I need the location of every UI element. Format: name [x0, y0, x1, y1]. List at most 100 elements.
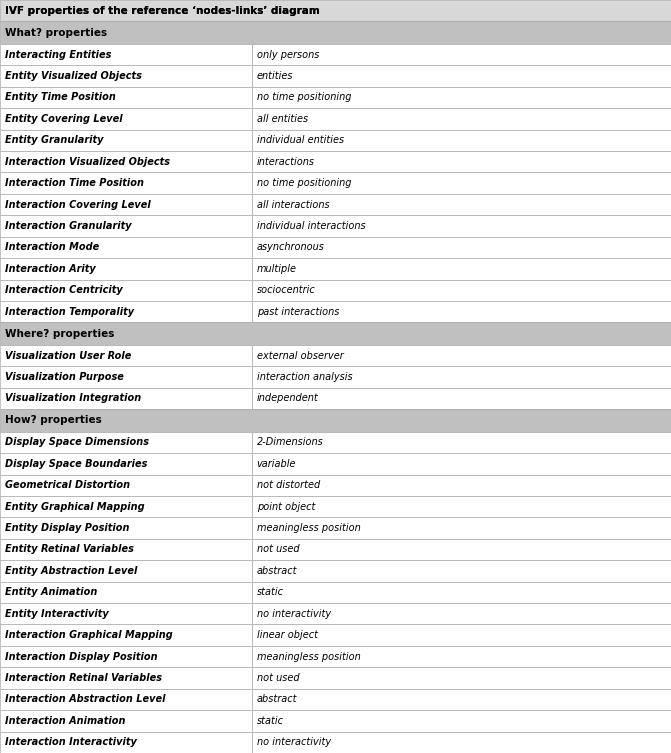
- Bar: [0, 517, 252, 539]
- Bar: [252, 258, 671, 279]
- Bar: [252, 236, 671, 258]
- Text: no interactivity: no interactivity: [256, 608, 331, 619]
- Text: independent: independent: [256, 394, 318, 404]
- Text: Entity Display Position: Entity Display Position: [5, 523, 130, 533]
- Text: asynchronous: asynchronous: [256, 242, 325, 252]
- Bar: [252, 560, 671, 581]
- Bar: [252, 710, 671, 732]
- Bar: [0, 453, 252, 474]
- Text: 2-Dimensions: 2-Dimensions: [256, 437, 323, 447]
- Text: entities: entities: [256, 71, 293, 81]
- Bar: [252, 431, 671, 453]
- Text: Entity Time Position: Entity Time Position: [5, 93, 116, 102]
- Text: Where? properties: Where? properties: [5, 328, 114, 339]
- Text: Display Space Boundaries: Display Space Boundaries: [5, 459, 148, 469]
- Bar: [0, 581, 252, 603]
- Text: meaningless position: meaningless position: [256, 523, 360, 533]
- Bar: [0, 87, 252, 108]
- Text: Interaction Time Position: Interaction Time Position: [5, 178, 144, 188]
- Text: Entity Granularity: Entity Granularity: [5, 136, 103, 145]
- Text: linear object: linear object: [256, 630, 317, 640]
- Text: Interaction Interactivity: Interaction Interactivity: [5, 737, 137, 747]
- Bar: [252, 624, 671, 646]
- Bar: [0, 539, 252, 560]
- Text: static: static: [256, 716, 284, 726]
- Bar: [252, 108, 671, 130]
- Text: Entity Animation: Entity Animation: [5, 587, 97, 597]
- Text: interactions: interactions: [256, 157, 315, 166]
- Bar: [252, 172, 671, 194]
- Bar: [0, 603, 252, 624]
- Bar: [252, 453, 671, 474]
- Bar: [0, 0, 671, 21]
- Text: multiple: multiple: [256, 264, 297, 274]
- Text: Interaction Display Position: Interaction Display Position: [5, 651, 158, 662]
- Bar: [0, 236, 252, 258]
- Bar: [252, 87, 671, 108]
- Bar: [0, 44, 252, 66]
- Bar: [252, 667, 671, 689]
- Text: Interaction Granularity: Interaction Granularity: [5, 221, 132, 231]
- Bar: [0, 732, 252, 753]
- Bar: [252, 732, 671, 753]
- Bar: [0, 496, 252, 517]
- Text: no interactivity: no interactivity: [256, 737, 331, 747]
- Bar: [0, 366, 252, 388]
- Text: variable: variable: [256, 459, 296, 469]
- Text: Interaction Temporality: Interaction Temporality: [5, 306, 134, 317]
- Bar: [0, 21, 671, 44]
- Text: Interaction Graphical Mapping: Interaction Graphical Mapping: [5, 630, 172, 640]
- Text: point object: point object: [256, 501, 315, 511]
- Bar: [0, 322, 671, 345]
- Text: Interaction Abstraction Level: Interaction Abstraction Level: [5, 694, 166, 705]
- Text: meaningless position: meaningless position: [256, 651, 360, 662]
- Text: Entity Covering Level: Entity Covering Level: [5, 114, 123, 124]
- Text: individual interactions: individual interactions: [256, 221, 365, 231]
- Bar: [252, 66, 671, 87]
- Text: How? properties: How? properties: [5, 416, 102, 425]
- Text: Visualization Integration: Visualization Integration: [5, 394, 142, 404]
- Text: IVF properties of the reference ‘nodes-links’ diagram: IVF properties of the reference ‘nodes-l…: [5, 6, 320, 16]
- Text: Interaction Centricity: Interaction Centricity: [5, 285, 123, 295]
- Text: external observer: external observer: [256, 351, 344, 361]
- Bar: [0, 279, 252, 301]
- Bar: [252, 603, 671, 624]
- Bar: [252, 151, 671, 172]
- Bar: [0, 646, 252, 667]
- Text: all interactions: all interactions: [256, 200, 329, 209]
- Text: static: static: [256, 587, 284, 597]
- Bar: [252, 194, 671, 215]
- Bar: [252, 130, 671, 151]
- Text: Entity Visualized Objects: Entity Visualized Objects: [5, 71, 142, 81]
- Text: not used: not used: [256, 673, 299, 683]
- Bar: [0, 108, 252, 130]
- Bar: [0, 388, 252, 409]
- Text: Visualization Purpose: Visualization Purpose: [5, 372, 124, 382]
- Bar: [0, 474, 252, 496]
- Bar: [0, 130, 252, 151]
- Text: Interaction Arity: Interaction Arity: [5, 264, 96, 274]
- Text: individual entities: individual entities: [256, 136, 344, 145]
- Bar: [252, 581, 671, 603]
- Text: Interaction Animation: Interaction Animation: [5, 716, 125, 726]
- Bar: [0, 689, 252, 710]
- Text: Entity Abstraction Level: Entity Abstraction Level: [5, 566, 138, 576]
- Text: only persons: only persons: [256, 50, 319, 59]
- Bar: [0, 710, 252, 732]
- Bar: [252, 301, 671, 322]
- Bar: [0, 431, 252, 453]
- Text: no time positioning: no time positioning: [256, 178, 351, 188]
- Text: What? properties: What? properties: [5, 28, 107, 38]
- Text: Interacting Entities: Interacting Entities: [5, 50, 111, 59]
- Bar: [252, 388, 671, 409]
- Bar: [0, 301, 252, 322]
- Text: Entity Retinal Variables: Entity Retinal Variables: [5, 544, 134, 554]
- Bar: [252, 496, 671, 517]
- Text: not used: not used: [256, 544, 299, 554]
- Text: Geometrical Distortion: Geometrical Distortion: [5, 480, 130, 490]
- Bar: [0, 194, 252, 215]
- Text: abstract: abstract: [256, 566, 297, 576]
- Text: sociocentric: sociocentric: [256, 285, 315, 295]
- Text: abstract: abstract: [256, 694, 297, 705]
- Text: interaction analysis: interaction analysis: [256, 372, 352, 382]
